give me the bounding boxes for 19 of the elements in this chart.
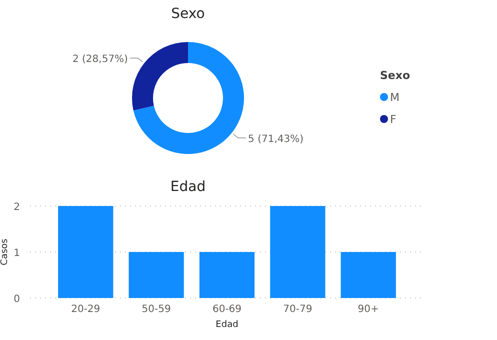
legend-title: Sexo (380, 69, 410, 82)
x-tick-label: 20-29 (71, 304, 100, 315)
donut-slice (132, 42, 188, 110)
y-axis-title: Casos (0, 238, 10, 266)
legend-label: F (390, 113, 396, 126)
y-tick-label: 0 (14, 294, 20, 305)
y-tick-label: 2 (14, 202, 20, 213)
data-label: 2 (28,57%) (72, 54, 128, 66)
x-tick-label: 70-79 (283, 304, 312, 315)
x-axis-title: Edad (216, 320, 238, 330)
legend-label: M (390, 91, 400, 104)
x-tick-label: 60-69 (212, 304, 242, 315)
x-tick-label: 50-59 (142, 304, 171, 315)
chart-title: Edad (170, 179, 206, 195)
chart-title: Sexo (171, 6, 205, 22)
y-tick-label: 1 (14, 248, 20, 259)
donut-slice (133, 42, 244, 154)
data-label: 5 (71,43%) (248, 134, 304, 145)
x-tick-label: 90+ (358, 304, 379, 315)
